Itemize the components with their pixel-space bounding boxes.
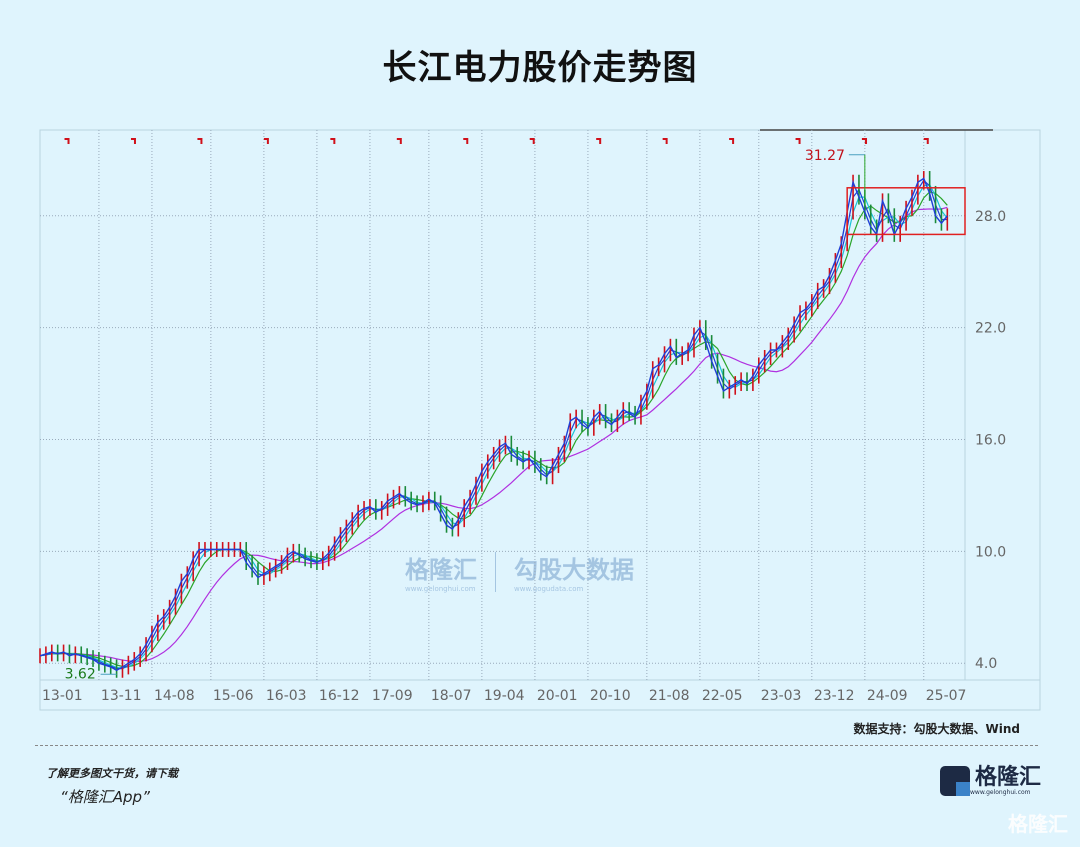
dividend-flag-icon [923,138,929,144]
x-tick-label: 15-06 [213,688,254,704]
dividend-flag-icon [263,138,269,144]
watermark-brand1: 格隆汇 [405,556,477,584]
high-price-label: 31.27 [805,148,845,164]
watermark-separator [495,551,496,592]
divider [35,745,1038,746]
watermark-url1: www.gelonghui.com [405,585,476,593]
y-tick-label: 16.0 [975,432,1006,448]
x-tick-label: 20-10 [590,688,631,704]
brand-logo: 格隆汇 www.gelonghui.com [940,766,1041,796]
x-tick-label: 19-04 [484,688,525,704]
corner-watermark: 格隆汇 [1008,812,1068,836]
dividend-flag-icon [529,138,535,144]
x-tick-label: 18-07 [431,688,472,704]
x-tick-label: 25-07 [926,688,967,704]
dividend-flag-icon [729,138,735,144]
x-tick-label: 23-12 [814,688,855,704]
dividend-flag-icon [596,138,602,144]
dividend-flag-icon [330,138,336,144]
chart-title: 长江电力股价走势图 [382,48,698,88]
watermark-url2: www.gogudata.com [514,585,584,593]
dividend-flag-icon [861,138,867,144]
highlight-box [846,187,966,236]
x-tick-label: 17-09 [372,688,413,704]
dividend-flag-icon [463,138,469,144]
y-tick-label: 10.0 [975,544,1006,560]
price-line [39,177,948,672]
stock-chart: 4.0 10.0 16.0 22.0 28.0 13-01 13-11 14-08 15-06 1… [39,129,1041,711]
promo-line1: 了解更多图文干货，请下载 [46,767,178,780]
dividend-flag-icon [662,138,668,144]
x-tick-label: 13-01 [42,688,83,704]
moving-average-line [39,206,948,663]
logo-g-icon [940,766,970,796]
watermark-brand2: 勾股大数据 [514,556,634,584]
dividend-flag-icon [795,138,801,144]
x-tick-label: 16-03 [266,688,307,704]
x-tick-label: 14-08 [154,688,195,704]
x-tick-label: 24-09 [867,688,908,704]
logo-url: www.gelonghui.com [970,788,1031,796]
dividend-flag-icon [197,138,203,144]
y-tick-label: 4.0 [975,656,997,672]
data-source: 数据支持：勾股大数据、Wind [853,722,1020,736]
x-tick-label: 22-05 [702,688,743,704]
dividend-flag-icon [130,138,136,144]
low-price-label: 3.62 [65,666,96,682]
y-tick-label: 22.0 [975,321,1006,337]
x-tick-label: 13-11 [101,688,142,704]
promo-line2: “格隆汇App” [60,788,150,806]
moving-average-line [39,191,948,668]
logo-name: 格隆汇 [975,764,1042,790]
x-tick-label: 21-08 [649,688,690,704]
dividend-flag-icon [396,138,402,144]
chart-frame [39,129,1041,711]
x-tick-label: 16-12 [319,688,360,704]
watermark: 格隆汇 www.gelonghui.com 勾股大数据 www.gogudata… [405,550,634,593]
x-tick-label: 23-03 [761,688,802,704]
x-tick-label: 20-01 [537,688,578,704]
dividend-flag-icon [64,138,70,144]
y-tick-label: 28.0 [975,209,1006,225]
